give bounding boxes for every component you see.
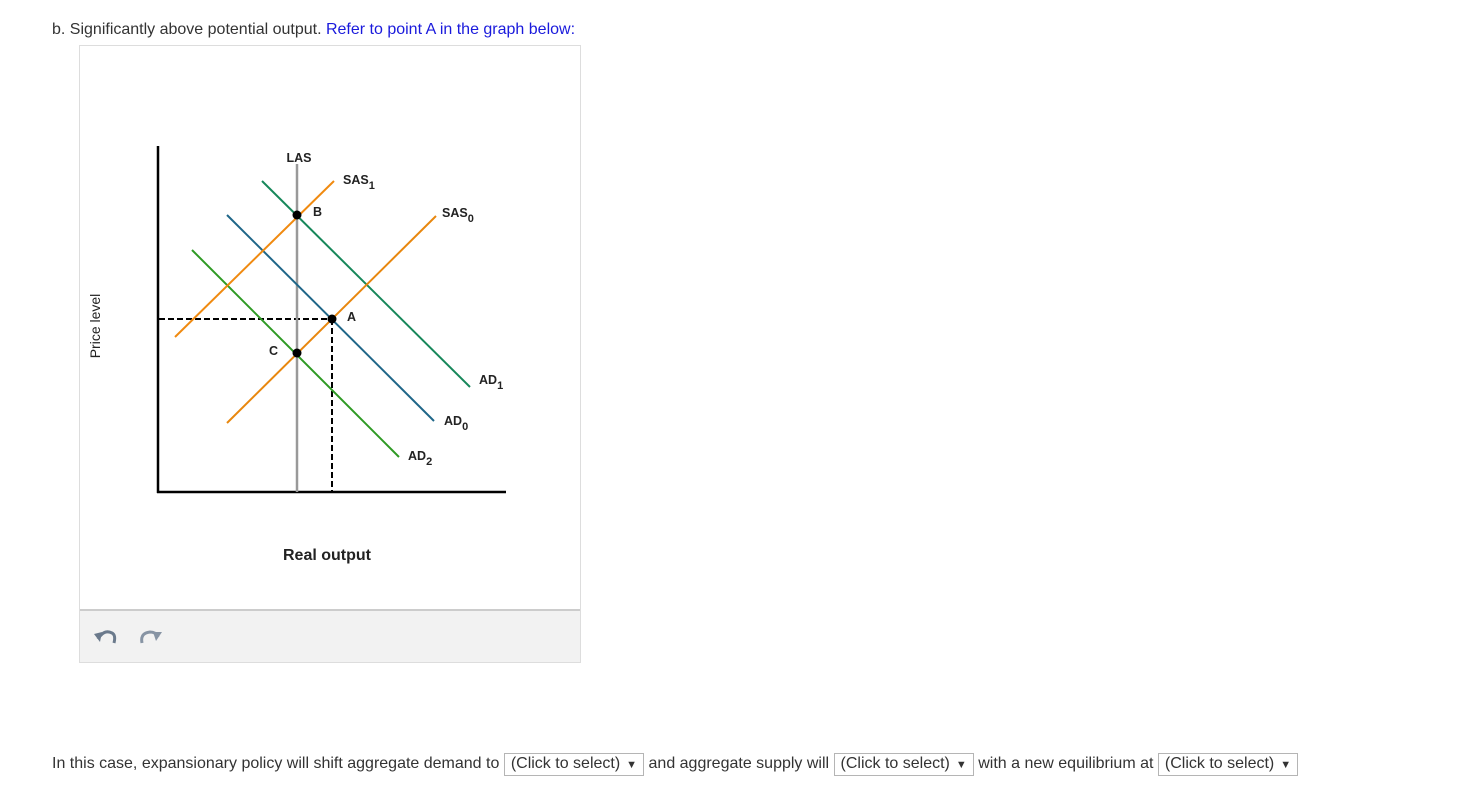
toolbar-icons: [94, 630, 162, 644]
redo-button[interactable]: [140, 630, 162, 644]
dropdown-text[interactable]: (Click to select): [510, 755, 621, 772]
sas1-label: SAS1: [343, 173, 375, 192]
question: b. Significantly above potential output.…: [52, 21, 575, 39]
sas0-label: SAS0: [442, 206, 474, 225]
dropdown[interactable]: (Click to select) ▼: [1157, 753, 1299, 776]
label-subscript: 0: [468, 213, 474, 225]
point-a-label: A: [347, 310, 356, 324]
las-label: LAS: [287, 151, 312, 165]
sentence-part: and aggregate supply will: [648, 755, 830, 772]
label-text: SAS: [343, 173, 369, 187]
ad1-label: AD1: [479, 373, 503, 392]
sentence-part: In this case, expansionary policy will s…: [52, 755, 500, 772]
point-b: [292, 210, 302, 220]
ad2-label: AD2: [408, 449, 432, 468]
label-text: AD: [408, 449, 426, 463]
question-text: b. Significantly above potential output.: [52, 21, 322, 38]
dropdown-text[interactable]: (Click to select): [1164, 755, 1275, 772]
sentence-part: with a new equilibrium at: [978, 755, 1154, 772]
label-subscript: 0: [462, 421, 468, 433]
ad0-label: AD0: [444, 414, 468, 433]
point-b-label: B: [313, 205, 322, 219]
label-text: AD: [479, 373, 497, 387]
label-subscript: 1: [497, 380, 503, 392]
question-link: Refer to point A in the graph below:: [325, 21, 576, 38]
point-c-label: C: [269, 344, 278, 358]
graph-panel: LAS SAS1 SAS0 AD1 AD0 AD2 B A C Price le…: [79, 45, 581, 663]
sas1-curve: [174, 180, 335, 338]
label-subscript: 2: [426, 456, 432, 468]
point-c: [292, 348, 302, 358]
dropdown-text[interactable]: (Click to select): [840, 755, 950, 772]
label-text: SAS: [442, 206, 468, 220]
graph: LAS SAS1 SAS0 AD1 AD0 AD2 B A C Price le…: [87, 146, 506, 564]
y-axis-label: Price level: [87, 294, 103, 359]
label-text: AD: [444, 414, 462, 428]
point-a: [327, 314, 337, 324]
toolbar: [80, 609, 580, 662]
sentence: In this case, expansionary policy will s…: [52, 753, 1299, 776]
dropdown[interactable]: (Click to select) ▼: [833, 753, 974, 776]
undo-button[interactable]: [94, 630, 117, 644]
x-axis-label: Real output: [283, 547, 372, 564]
label-subscript: 1: [369, 180, 375, 192]
dropdown[interactable]: (Click to select) ▼: [503, 753, 645, 776]
